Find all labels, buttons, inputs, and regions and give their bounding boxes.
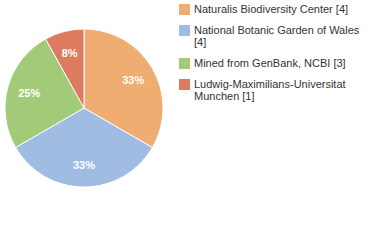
legend-label: Naturalis Biodiversity Center [4] (194, 3, 348, 15)
data-label: 8% (62, 47, 78, 59)
legend-swatch (179, 79, 190, 90)
legend-swatch (179, 58, 190, 69)
legend-label: National Botanic Garden of Wales[4] (194, 24, 360, 48)
legend-label: Ludwig-Maximilians-UniversitatMunchen [1… (194, 78, 346, 102)
pie-slice (46, 29, 84, 108)
data-label: 33% (73, 159, 95, 171)
pie-slice (5, 39, 84, 148)
legend-swatch (179, 25, 190, 36)
data-label: 33% (122, 74, 144, 86)
legend: Naturalis Biodiversity Center [4] Nationa… (179, 3, 360, 102)
data-labels: 33% 33% 25% 8% (18, 47, 144, 171)
legend-swatch (179, 4, 190, 15)
data-label: 25% (18, 87, 40, 99)
pie (5, 29, 163, 187)
legend-label: Mined from GenBank, NCBI [3] (194, 57, 346, 69)
chart: 33% 33% 25% 8% Naturalis Biodiversity Center… (0, 0, 380, 240)
